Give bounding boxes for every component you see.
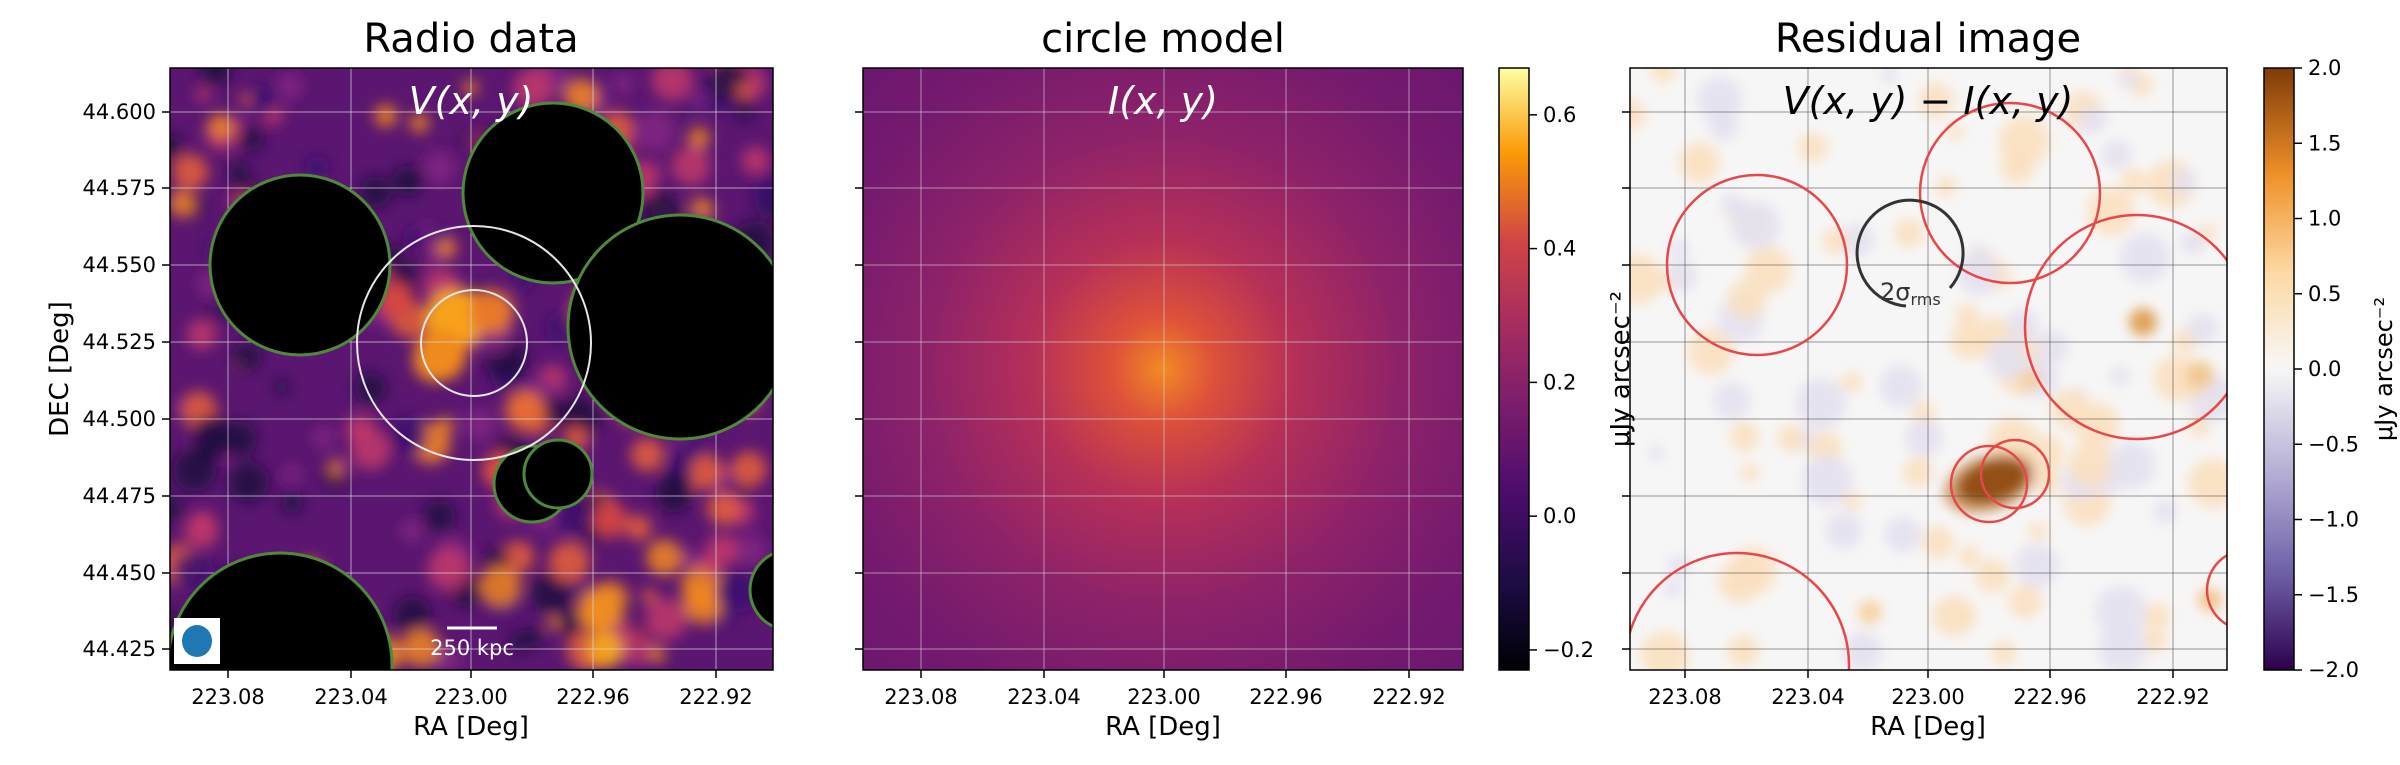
mask-outline	[2023, 213, 2227, 441]
colorbar-tick-label: −1.0	[2308, 508, 2359, 532]
x-tick-label: 223.08	[884, 685, 957, 709]
colorbar-tick-label: 2.0	[2308, 56, 2341, 80]
colorbar-tick-label: 0.2	[1543, 370, 1576, 394]
colorbar-ticks: 0.6 0.4 0.2 0.0 −0.2	[1529, 103, 1594, 662]
panel-label: I(x, y)	[1108, 79, 1218, 123]
mask-outline	[1665, 173, 1849, 357]
y-tick-label: 44.475	[83, 484, 156, 508]
x-tick-label: 223.08	[1648, 685, 1721, 709]
colorbar-tick-label: 0.4	[1543, 237, 1576, 261]
y-axis-ticks	[1622, 111, 1630, 650]
x-tick-label: 223.04	[1007, 685, 1080, 709]
mask-outline	[1630, 551, 1851, 670]
x-tick-label: 222.96	[1249, 685, 1322, 709]
y-tick-label: 44.550	[83, 253, 156, 277]
y-tick-label: 44.500	[83, 407, 156, 431]
model-image	[863, 68, 1463, 670]
x-axis-label: RA [Deg]	[1870, 712, 1986, 742]
mask-circle	[208, 173, 392, 357]
x-tick-label: 222.96	[2013, 685, 2086, 709]
mask-circle	[566, 213, 773, 441]
colorbar-tick-label: −2.0	[2308, 658, 2359, 682]
panel-title: Residual image	[1775, 16, 2081, 62]
x-tick-label: 223.04	[1771, 685, 1844, 709]
mask-outline	[1979, 438, 2051, 510]
scalebar-label: 250 kpc	[430, 636, 514, 660]
y-axis-label: μJy arcsec⁻²	[1606, 291, 1636, 447]
panel-label: V(x, y)	[409, 79, 534, 123]
x-tick-label: 223.00	[1127, 685, 1200, 709]
colorbar-tick-label: 0.0	[2308, 357, 2341, 381]
y-tick-label: 44.450	[83, 561, 156, 585]
y-tick-label: 44.600	[83, 100, 156, 124]
y-axis-ticks	[855, 111, 863, 650]
panel-model: circle model I(x, y) 223.08 223.04 223.00 2…	[855, 16, 1594, 742]
colorbar-tick-label: −0.2	[1543, 638, 1594, 662]
y-tick-label: 44.575	[83, 176, 156, 200]
x-tick-label: 223.04	[314, 685, 387, 709]
panel-label: V(x, y) − I(x, y)	[1783, 79, 2074, 123]
x-axis-label: RA [Deg]	[413, 712, 529, 742]
mask-circle	[170, 551, 394, 670]
x-axis: 223.08 223.04 223.00 222.96 222.92	[191, 670, 753, 709]
x-tick-label: 223.00	[434, 685, 507, 709]
panel-residual: Residual image 2σrms V(x, y) − I(x, y) 2…	[1606, 16, 2398, 742]
panel-title: circle model	[1041, 16, 1285, 62]
mask-outline	[1918, 101, 2102, 285]
beam-ellipse	[182, 625, 212, 657]
aperture-outer	[356, 225, 592, 461]
sigma-label: 2σrms	[1880, 278, 1941, 309]
y-tick-label: 44.525	[83, 330, 156, 354]
residual-image: 2σrms	[1630, 68, 2227, 670]
mask-circle	[748, 552, 773, 628]
panel-radio: Radio data 250 kpc	[45, 16, 774, 742]
colorbar-tick-label: −0.5	[2308, 432, 2359, 456]
mask-outline	[2205, 553, 2227, 627]
x-axis-label: RA [Deg]	[1105, 712, 1221, 742]
colorbar-tick-label: 0.5	[2308, 282, 2341, 306]
panel-title: Radio data	[363, 16, 578, 62]
radio-image: 250 kpc	[170, 68, 773, 670]
x-tick-label: 222.96	[556, 685, 629, 709]
y-tick-label: 44.425	[83, 637, 156, 661]
sigma-circle	[1855, 198, 1965, 308]
aperture-inner	[420, 289, 528, 397]
y-axis-label: DEC [Deg]	[45, 301, 75, 437]
mask-outlines	[1630, 101, 2227, 670]
y-axis: 44.600 44.575 44.550 44.525 44.500 44.475 44.4…	[83, 100, 170, 661]
colorbar-tick-label: 0.0	[1543, 504, 1576, 528]
x-axis: 223.08 223.04 223.00 222.96 222.92	[884, 670, 1446, 709]
colorbar	[1498, 67, 1530, 671]
colorbar-tick-label: −1.5	[2308, 583, 2359, 607]
colorbar-tick-label: 1.0	[2308, 207, 2341, 231]
mask-circle	[461, 101, 645, 285]
mask-circle	[522, 438, 594, 510]
colorbar-tick-label: 1.5	[2308, 131, 2341, 155]
colorbar-ticks: 2.0 1.5 1.0 0.5 0.0 −0.5 −1.0 −1.5 −2.0	[2294, 56, 2359, 682]
x-tick-label: 222.92	[1372, 685, 1445, 709]
x-tick-label: 223.08	[191, 685, 264, 709]
mask-regions	[170, 101, 773, 670]
colorbar-label: μJy arcsec⁻²	[2370, 297, 2398, 441]
mask-outline	[1949, 444, 2029, 524]
colorbar	[2263, 67, 2295, 671]
x-tick-label: 222.92	[679, 685, 752, 709]
x-tick-label: 222.92	[2136, 685, 2209, 709]
x-axis: 223.08 223.04 223.00 222.96 222.92	[1648, 670, 2210, 709]
colorbar-tick-label: 0.6	[1543, 103, 1576, 127]
x-tick-label: 223.00	[1891, 685, 1964, 709]
